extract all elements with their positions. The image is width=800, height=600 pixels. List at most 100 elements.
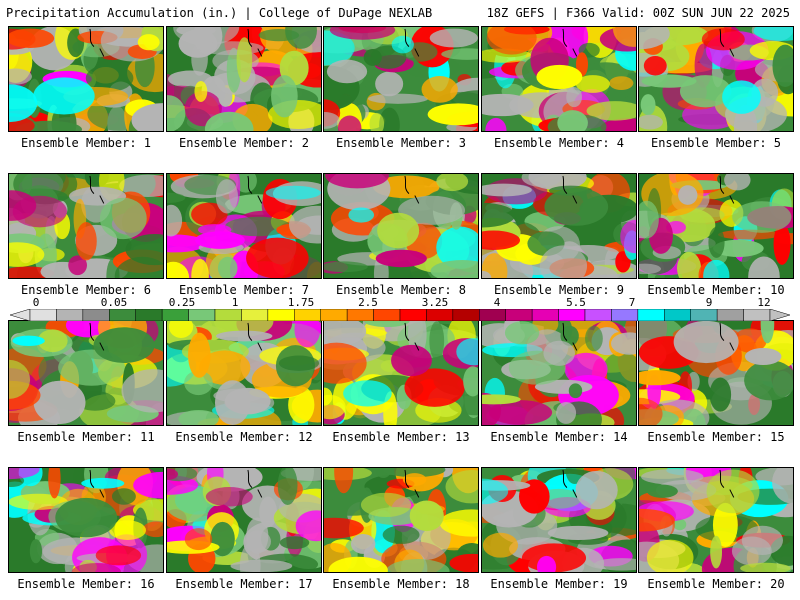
colorbar-right-arrow xyxy=(769,309,790,321)
member-label: Ensemble Member: 18 xyxy=(332,577,470,591)
member-map-panel xyxy=(638,320,794,426)
member-label: Ensemble Member: 4 xyxy=(493,136,625,150)
member-map-panel xyxy=(638,173,794,279)
member-map-panel xyxy=(166,26,322,132)
member-map-panel xyxy=(8,26,164,132)
precip-field-map xyxy=(482,321,636,425)
member-map-panel xyxy=(323,320,479,426)
precip-field-map xyxy=(167,174,321,278)
colorbar-swatch xyxy=(29,309,57,321)
precip-field-map xyxy=(167,321,321,425)
member-map-panel xyxy=(323,26,479,132)
member-label: Ensemble Member: 13 xyxy=(332,430,470,444)
colorbar-tick-label: 12 xyxy=(757,296,771,309)
member-label: Ensemble Member: 16 xyxy=(17,577,155,591)
precip-field-map xyxy=(9,27,163,131)
colorbar-tick-label: 5.5 xyxy=(566,296,586,309)
colorbar-swatch xyxy=(161,309,189,321)
colorbar-swatch xyxy=(267,309,295,321)
colorbar-swatch xyxy=(690,309,718,321)
member-label: Ensemble Member: 7 xyxy=(178,283,310,297)
precip-field-map xyxy=(639,174,793,278)
colorbar-swatch xyxy=(109,309,136,321)
colorbar-tick-label: 1.75 xyxy=(287,296,315,309)
colorbar-swatch xyxy=(558,309,586,321)
precip-field-map xyxy=(639,27,793,131)
run-info: 18Z GEFS | F366 Valid: 00Z SUN JUN 22 20… xyxy=(486,6,790,20)
member-map-panel xyxy=(166,467,322,573)
precip-field-map xyxy=(482,27,636,131)
colorbar-swatch xyxy=(82,309,110,321)
colorbar-swatch xyxy=(399,309,427,321)
colorbar-tick-label: 7 xyxy=(628,296,636,309)
member-map-panel xyxy=(638,26,794,132)
colorbar-swatch xyxy=(241,309,269,321)
precip-field-map xyxy=(324,468,478,572)
member-map-panel xyxy=(481,467,637,573)
member-map-panel xyxy=(481,320,637,426)
colorbar-swatch xyxy=(664,309,691,321)
precip-field-map xyxy=(9,468,163,572)
precip-field-map xyxy=(482,174,636,278)
colorbar-tick-label: 2.5 xyxy=(358,296,378,309)
colorbar-swatch xyxy=(373,309,401,321)
colorbar-swatch xyxy=(214,309,242,321)
colorbar-swatch xyxy=(56,309,84,321)
member-label: Ensemble Member: 1 xyxy=(20,136,152,150)
member-label: Ensemble Member: 3 xyxy=(335,136,467,150)
member-label: Ensemble Member: 19 xyxy=(490,577,628,591)
precip-field-map xyxy=(324,321,478,425)
member-label: Ensemble Member: 17 xyxy=(175,577,313,591)
precip-field-map xyxy=(167,468,321,572)
colorbar-swatch xyxy=(531,309,559,321)
colorbar-swatch xyxy=(505,309,533,321)
colorbar-swatch xyxy=(346,309,374,321)
member-label: Ensemble Member: 6 xyxy=(20,283,152,297)
colorbar-swatch xyxy=(637,309,665,321)
member-map-panel xyxy=(638,467,794,573)
member-map-panel xyxy=(166,173,322,279)
member-map-panel xyxy=(8,320,164,426)
member-map-panel xyxy=(481,173,637,279)
colorbar-legend: 0 0.05 0.25 1 1.75 2.5 3.25 4 5.5 7 9 12 xyxy=(10,296,790,324)
member-map-panel xyxy=(323,173,479,279)
colorbar-tick-label: 0 xyxy=(32,296,40,309)
colorbar-tick-label: 9 xyxy=(705,296,713,309)
colorbar-swatch xyxy=(320,309,348,321)
colorbar-swatch xyxy=(743,309,771,321)
colorbar-tick-label: 1 xyxy=(231,296,239,309)
precip-field-map xyxy=(9,174,163,278)
colorbar-strip xyxy=(10,309,790,321)
member-label: Ensemble Member: 9 xyxy=(493,283,625,297)
colorbar-tick-label: 0.25 xyxy=(168,296,196,309)
member-label: Ensemble Member: 2 xyxy=(178,136,310,150)
colorbar-swatch xyxy=(294,309,321,321)
member-map-panel xyxy=(8,173,164,279)
precip-field-map xyxy=(167,27,321,131)
member-map-panel xyxy=(323,467,479,573)
colorbar-swatch xyxy=(584,309,612,321)
member-map-panel xyxy=(481,26,637,132)
precip-field-map xyxy=(482,468,636,572)
precip-field-map xyxy=(324,27,478,131)
precip-field-map xyxy=(9,321,163,425)
colorbar-swatch xyxy=(188,309,216,321)
member-map-panel xyxy=(8,467,164,573)
member-map-panel xyxy=(166,320,322,426)
colorbar-swatch xyxy=(716,309,744,321)
member-label: Ensemble Member: 10 xyxy=(647,283,785,297)
colorbar-swatch xyxy=(611,309,639,321)
colorbar-swatch xyxy=(452,309,480,321)
member-label: Ensemble Member: 8 xyxy=(335,283,467,297)
member-label: Ensemble Member: 11 xyxy=(17,430,155,444)
member-label: Ensemble Member: 5 xyxy=(650,136,782,150)
colorbar-tick-label: 3.25 xyxy=(421,296,449,309)
colorbar-left-arrow xyxy=(10,309,31,321)
colorbar-swatch xyxy=(479,309,506,321)
precip-field-map xyxy=(324,174,478,278)
page-title: Precipitation Accumulation (in.) | Colle… xyxy=(6,6,433,20)
precip-field-map xyxy=(639,321,793,425)
member-label: Ensemble Member: 14 xyxy=(490,430,628,444)
member-label: Ensemble Member: 20 xyxy=(647,577,785,591)
member-label: Ensemble Member: 12 xyxy=(175,430,313,444)
